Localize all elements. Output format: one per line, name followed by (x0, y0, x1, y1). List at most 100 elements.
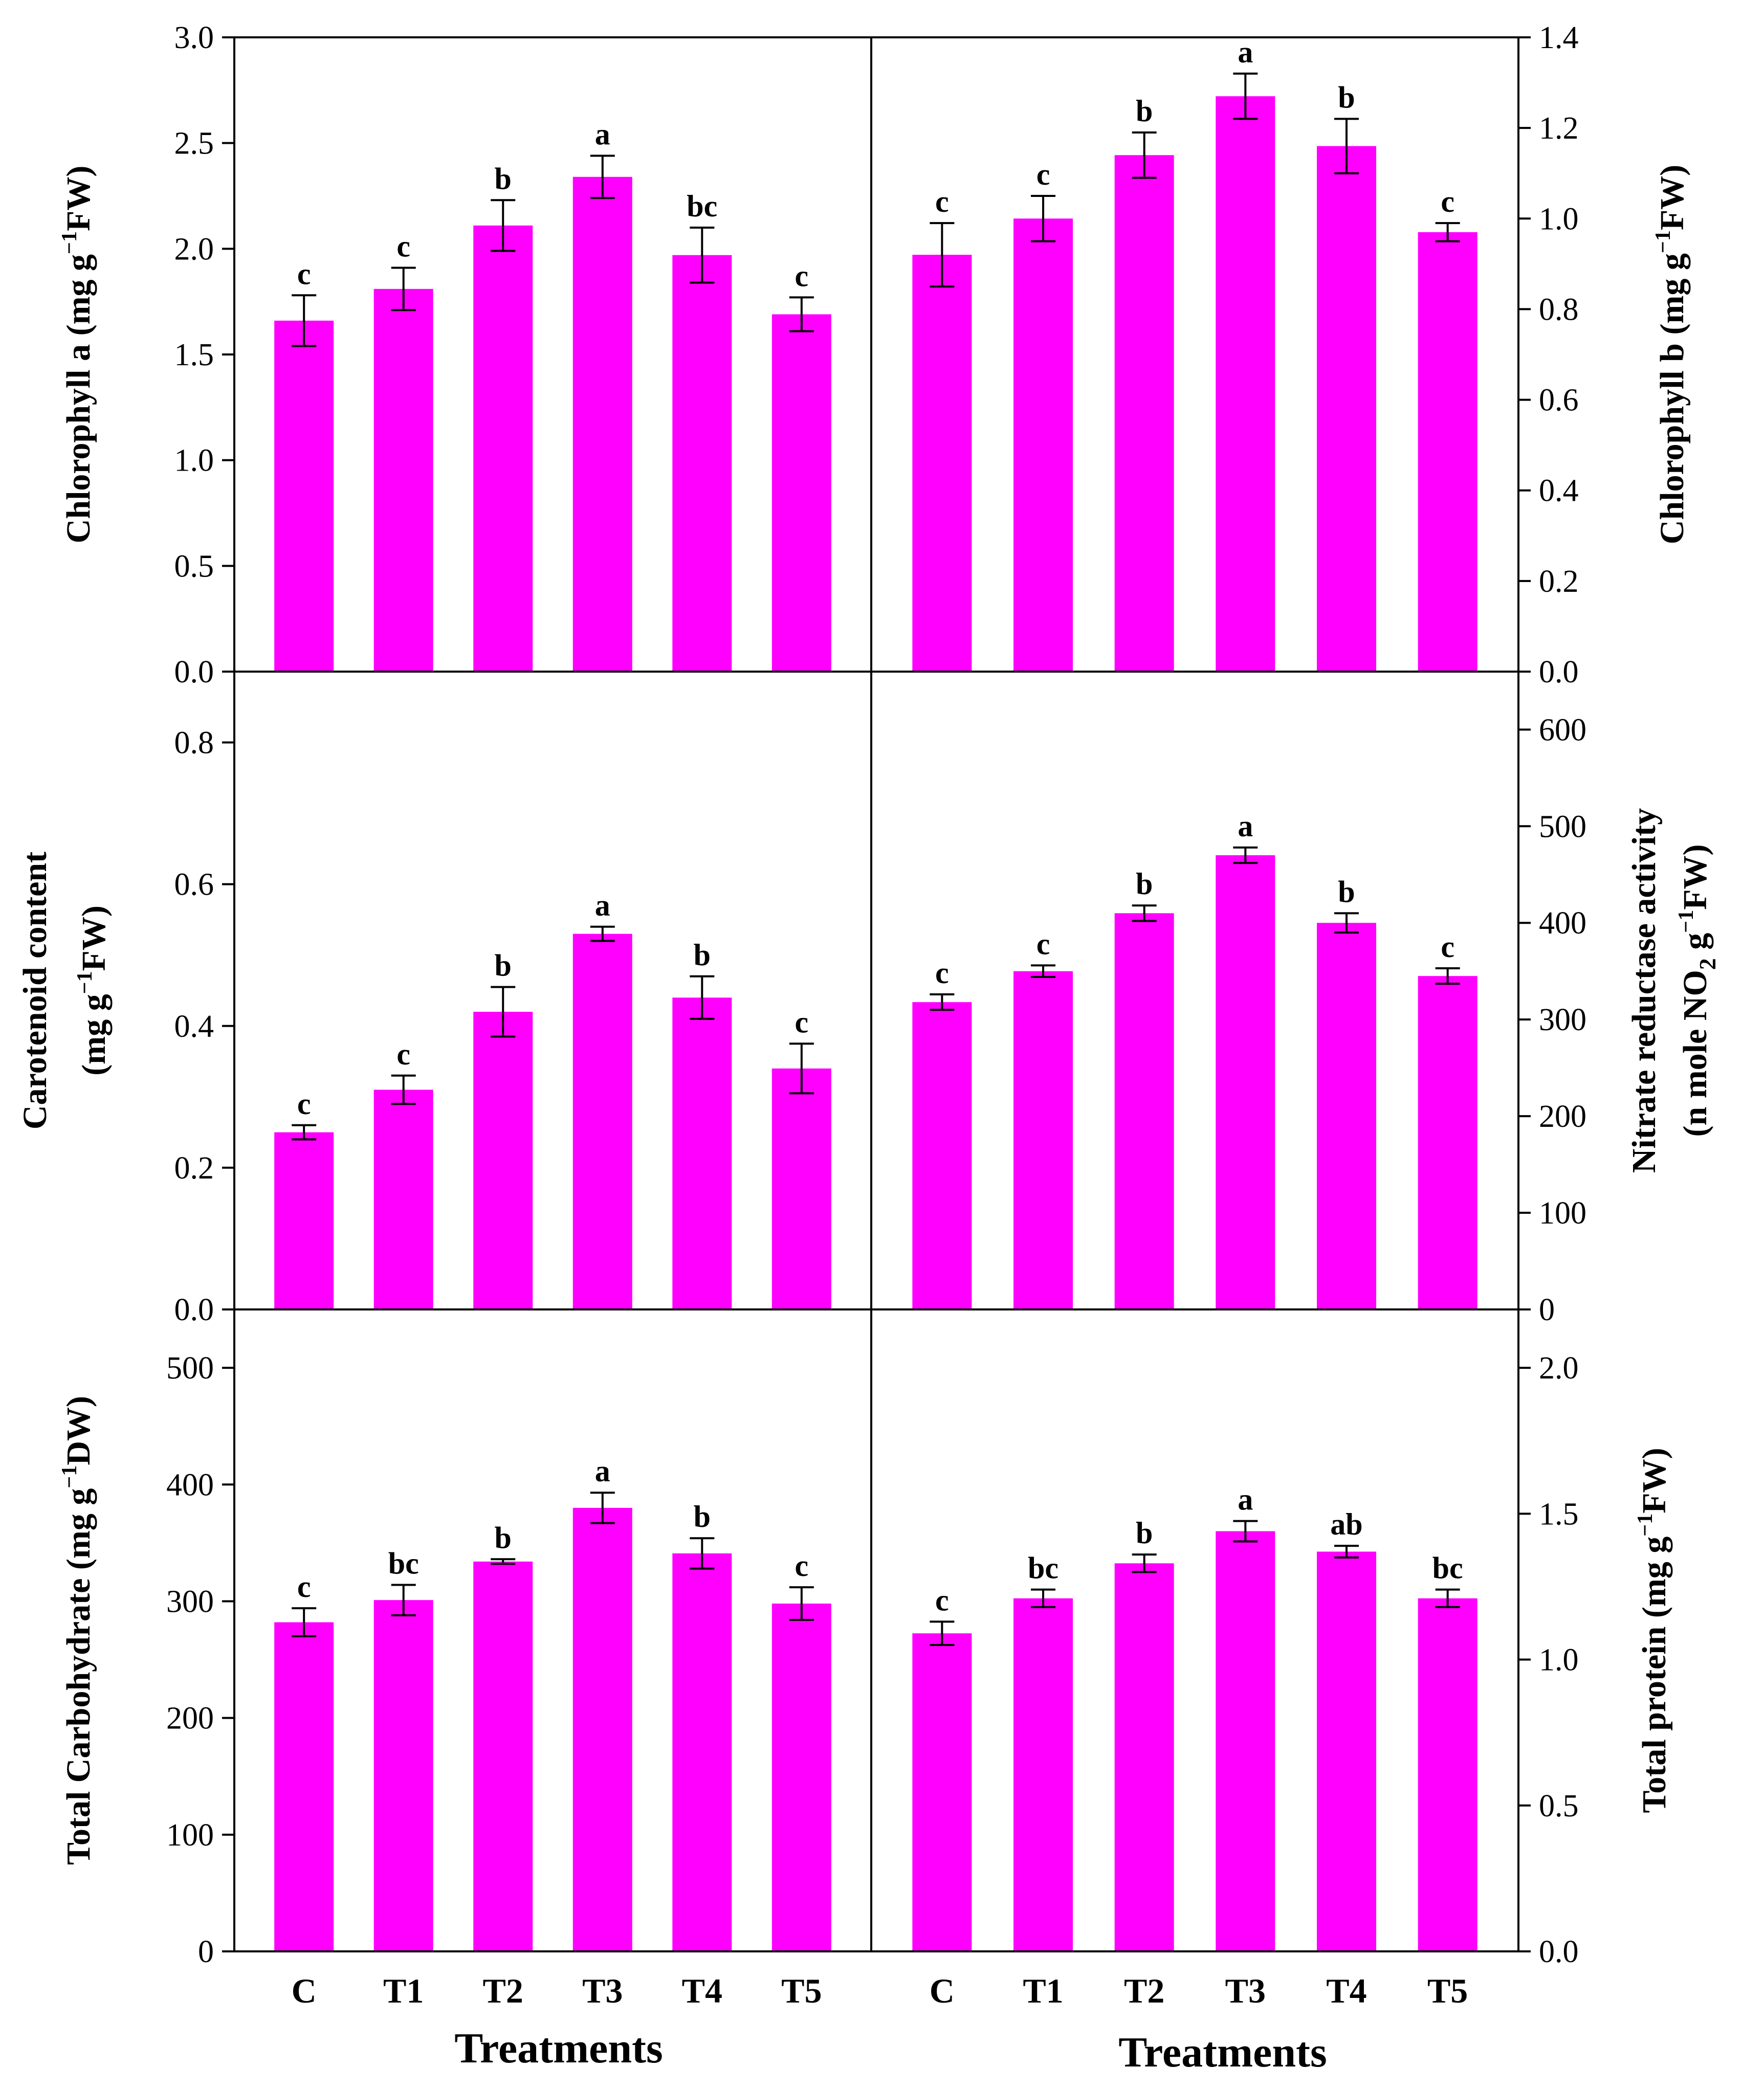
bar-T5 (771, 314, 831, 672)
error-bar-T1 (1031, 964, 1056, 979)
bar-T3 (572, 933, 632, 1309)
bar-T3 (1216, 1531, 1275, 1951)
y-tick-label: 0 (1539, 1293, 1555, 1327)
error-bar-T5 (789, 1042, 814, 1095)
significance-label: c (795, 259, 809, 293)
y-tick-label: 1.0 (1539, 1643, 1579, 1678)
category-label: T1 (383, 1971, 424, 2010)
error-bar-T2 (1132, 904, 1157, 922)
panel-bottom-right: c Cbc T1 b T2 a T3 ab T4 bc T5 0.0 0.5 1.0 1.5 2.0 Total… (870, 1308, 1673, 2010)
y-tick-label: 600 (1539, 713, 1586, 747)
y-tick-label: 1.2 (1539, 111, 1579, 146)
y-axis-label: Total protein (mg g−1FW) (1634, 1448, 1673, 1813)
panel-top-right: c c b a b c 0.0 0.2 0.4 0.6 0.8 1.0 1.2 1.4 Chlorophyl… (870, 20, 1691, 690)
y-tick-label: 0.0 (1539, 1935, 1579, 1969)
y-axis-label-line1: Carotenoid content (16, 852, 54, 1129)
significance-label: c (396, 230, 410, 263)
y-tick-label: 0.4 (1539, 474, 1579, 508)
significance-label: b (694, 938, 711, 972)
error-bar-T1 (391, 1074, 416, 1105)
significance-label: b (1136, 867, 1153, 901)
y-axis-label: Chlorophyll a (mg g−1FW) (58, 166, 97, 544)
panel-bottom-left: c Cbc T1 b T2 a T3 b T4 c T5 0 100 200 300 400 500 Total … (58, 1308, 872, 2010)
bar-T1 (1013, 971, 1073, 1309)
bar-T3 (572, 1507, 632, 1951)
significance-label: c (297, 257, 311, 291)
error-bar-T5 (1435, 967, 1460, 985)
xaxis-title-left: Treatments (454, 2025, 663, 2072)
y-tick-label: 0.2 (1539, 564, 1579, 599)
error-bar-T1 (391, 1584, 416, 1616)
y-axis-label: Chlorophyll b (mg g−1FW) (1651, 165, 1691, 544)
y-axis-label: Total Carbohydrate (mg g−1DW) (58, 1396, 97, 1865)
y-tick-label: 0.8 (1539, 292, 1579, 327)
significance-label: a (595, 117, 610, 151)
y-tick-label: 0.5 (174, 549, 214, 584)
significance-label: a (1238, 1483, 1253, 1517)
bar-T5 (1418, 976, 1478, 1309)
error-bar-T3 (590, 1492, 615, 1524)
significance-label: a (595, 1454, 610, 1488)
error-bar-T4 (1334, 1545, 1359, 1559)
bar-T5 (1418, 1598, 1478, 1951)
error-bar-T4 (690, 227, 715, 284)
error-bar-T4 (1334, 118, 1359, 174)
bar-T5 (771, 1604, 831, 1951)
bar-T4 (672, 1553, 732, 1951)
y-tick-label: 0.4 (174, 1009, 214, 1044)
error-bar-T5 (789, 1586, 814, 1621)
bar-T5 (771, 1068, 831, 1309)
error-bar-T1 (1031, 195, 1056, 242)
panel-middle-right: c c b a b c 0 100 200 300 400 500 600 (n mole NO2 g−1… (870, 671, 1721, 1327)
bar-T2 (1114, 155, 1174, 672)
y-tick-label: 0 (198, 1935, 214, 1969)
error-bar-T2 (491, 199, 516, 252)
y-tick-label: 3.0 (174, 20, 214, 55)
error-bar-C (930, 1620, 955, 1647)
plot-frame (870, 1308, 1519, 1952)
bar-T5 (1418, 232, 1478, 672)
category-label: T2 (1124, 1971, 1164, 2010)
significance-label: bc (1432, 1551, 1463, 1585)
significance-label: c (396, 1037, 410, 1071)
significance-label: bc (687, 189, 717, 223)
bar-T2 (1114, 913, 1174, 1309)
error-bar-T1 (391, 266, 416, 312)
bar-C (912, 1633, 972, 1951)
significance-label: c (297, 1570, 311, 1604)
error-bar-T3 (1233, 1520, 1258, 1543)
error-bar-T2 (491, 986, 516, 1038)
bar-C (274, 1132, 334, 1309)
bar-T4 (1316, 146, 1376, 672)
bar-C (912, 255, 972, 672)
significance-label: a (1238, 809, 1253, 843)
bar-T1 (373, 288, 433, 672)
y-axis-label: (mg g−1FW) (73, 905, 113, 1076)
y-tick-label: 1.0 (174, 443, 214, 478)
category-label: T3 (582, 1971, 623, 2010)
bar-T3 (572, 176, 632, 672)
y-tick-label: 200 (1539, 1099, 1586, 1134)
error-bar-T4 (690, 1537, 715, 1570)
y-tick-label: 200 (166, 1701, 214, 1736)
significance-label: c (1441, 930, 1454, 964)
y-tick-label: 2.5 (174, 126, 214, 161)
y-tick-label: 0.0 (174, 1293, 214, 1327)
significance-label: c (1037, 158, 1050, 191)
bar-T4 (1316, 923, 1376, 1309)
y-tick-label: 500 (1539, 809, 1586, 844)
category-label: T5 (781, 1971, 822, 2010)
error-bar-T3 (1233, 846, 1258, 864)
bar-T1 (1013, 218, 1073, 672)
y-tick-label: 400 (1539, 906, 1586, 941)
bar-C (912, 1002, 972, 1309)
panel-middle-left: c c b a b c 0.0 0.2 0.4 0.6 0.8 (mg g−1FW) Carotenoi… (16, 671, 872, 1327)
significance-label: c (297, 1087, 311, 1121)
significance-label: ab (1330, 1507, 1362, 1541)
bar-T2 (473, 1012, 533, 1309)
y-axis-label-line1: Nitrate reductase activity (1625, 808, 1663, 1173)
significance-label: b (495, 162, 512, 195)
significance-label: b (1136, 94, 1153, 128)
y-tick-label: 0.8 (174, 726, 214, 761)
y-tick-label: 100 (1539, 1196, 1586, 1231)
